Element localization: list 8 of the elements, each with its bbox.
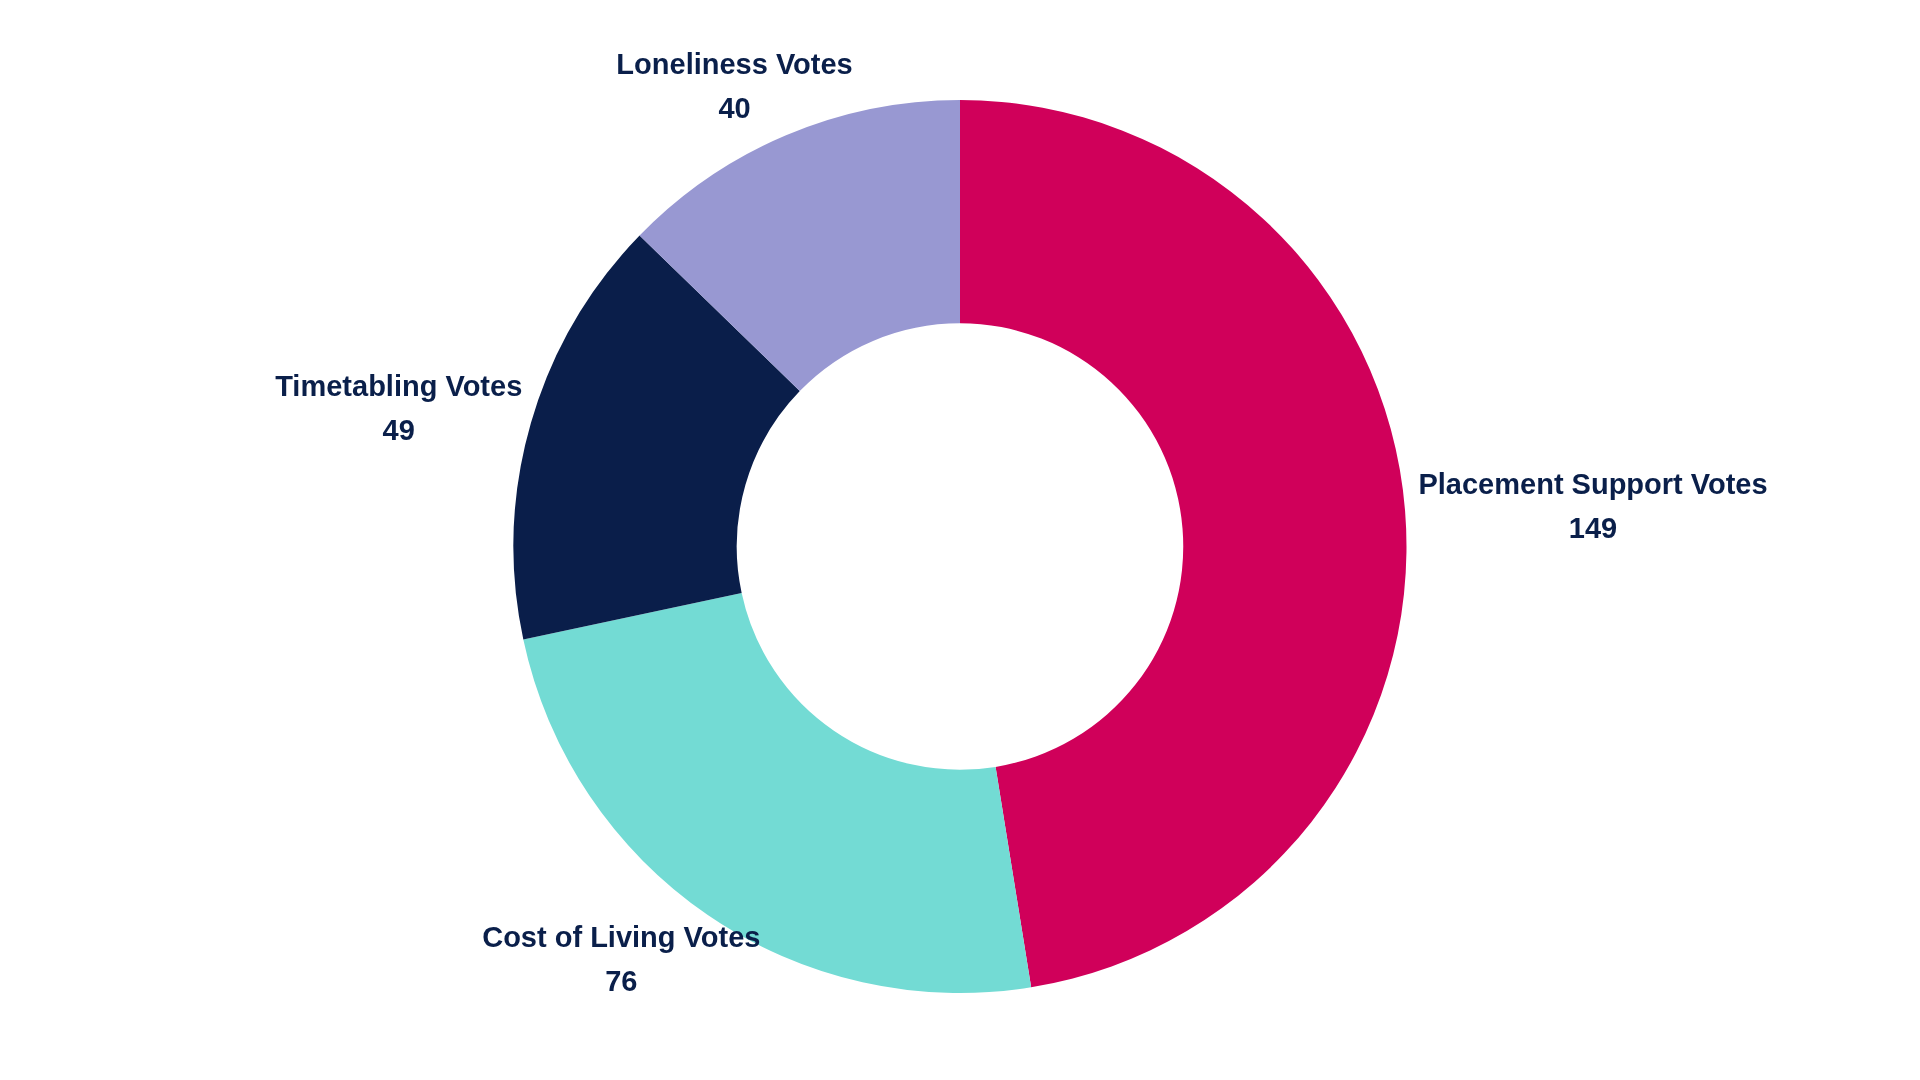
data-label: 40 bbox=[718, 91, 751, 124]
slice-label: Cost of Living Votes bbox=[482, 921, 761, 954]
data-label: 149 bbox=[1568, 512, 1618, 545]
slice-label: Timetabling Votes bbox=[275, 370, 523, 403]
data-label: 49 bbox=[382, 414, 415, 447]
data-label: 76 bbox=[605, 965, 638, 998]
slice-label: Placement Support Votes bbox=[1418, 468, 1768, 501]
slice-label: Loneliness Votes bbox=[616, 47, 853, 80]
